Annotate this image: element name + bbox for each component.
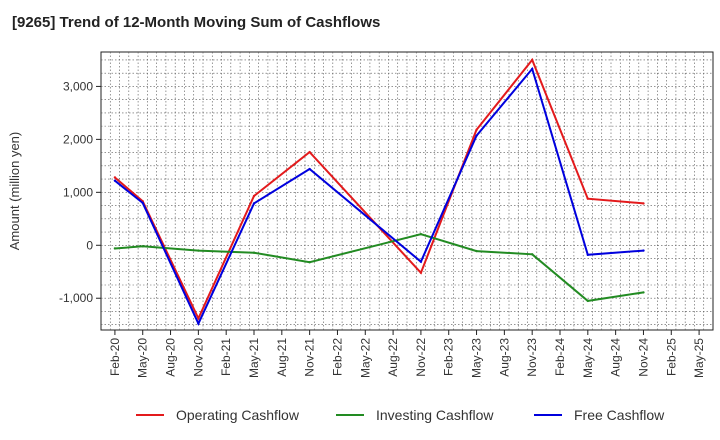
x-tick-label: May-20 bbox=[136, 338, 150, 378]
free-cashflow-line bbox=[114, 66, 644, 326]
operating-cashflow-point bbox=[475, 128, 478, 132]
x-tick-label: May-21 bbox=[247, 338, 261, 378]
operating-cashflow-point bbox=[197, 317, 200, 320]
x-tick-label: Nov-24 bbox=[636, 338, 650, 377]
investing-cashflow-point bbox=[530, 253, 534, 256]
x-tick-label: Aug-22 bbox=[386, 338, 400, 377]
legend-label: Free Cashflow bbox=[574, 407, 665, 423]
legend-item: Operating Cashflow bbox=[136, 404, 299, 426]
y-tick-label: 2,000 bbox=[63, 132, 93, 146]
free-cashflow-point bbox=[530, 67, 534, 71]
investing-cashflow-point bbox=[197, 249, 200, 252]
free-cashflow-point bbox=[252, 202, 256, 205]
x-tick-label: Feb-20 bbox=[108, 338, 122, 376]
plot-area bbox=[100, 51, 714, 331]
chart-title: [9265] Trend of 12-Month Moving Sum of C… bbox=[12, 14, 381, 31]
operating-cashflow-point bbox=[586, 197, 590, 200]
operating-cashflow-point bbox=[113, 176, 117, 179]
free-cashflow-point bbox=[642, 249, 645, 252]
legend-label: Investing Cashflow bbox=[376, 407, 494, 423]
legend-item: Free Cashflow bbox=[534, 404, 664, 426]
investing-cashflow-line bbox=[114, 233, 644, 302]
investing-cashflow-point bbox=[252, 251, 256, 254]
operating-cashflow-line bbox=[114, 57, 644, 321]
free-cashflow-point bbox=[419, 260, 423, 263]
legend-swatch bbox=[534, 414, 562, 416]
x-tick-label: May-25 bbox=[692, 338, 706, 378]
investing-cashflow-point bbox=[642, 291, 645, 294]
x-tick-label: Nov-23 bbox=[525, 338, 539, 377]
legend-swatch bbox=[336, 414, 364, 416]
y-tick-label: 3,000 bbox=[63, 79, 93, 93]
x-tick-label: Feb-21 bbox=[219, 338, 233, 376]
y-tick-label: 0 bbox=[86, 238, 93, 252]
x-tick-label: May-24 bbox=[581, 338, 595, 378]
investing-cashflow-point bbox=[141, 245, 144, 248]
y-tick-label: -1,000 bbox=[59, 291, 93, 305]
x-tick-label: Aug-23 bbox=[497, 338, 511, 377]
free-cashflow-point bbox=[308, 167, 311, 171]
investing-cashflow-point bbox=[475, 249, 478, 253]
legend-swatch bbox=[136, 414, 164, 416]
free-cashflow-point bbox=[586, 253, 590, 257]
y-tick-label: 1,000 bbox=[63, 185, 93, 199]
x-tick-label: May-22 bbox=[358, 338, 372, 378]
investing-cashflow-point bbox=[586, 299, 590, 303]
x-tick-label: Aug-21 bbox=[275, 338, 289, 377]
x-tick-label: Feb-23 bbox=[442, 338, 456, 376]
free-cashflow-point bbox=[197, 322, 200, 325]
operating-cashflow-point bbox=[530, 58, 534, 62]
legend: Operating Cashflow Investing Cashflow Free… bbox=[0, 404, 720, 426]
x-tick-label: Feb-24 bbox=[553, 338, 567, 376]
y-axis-label: Amount (million yen) bbox=[7, 132, 22, 251]
x-tick-label: Feb-25 bbox=[664, 338, 678, 376]
operating-cashflow-point bbox=[642, 202, 645, 205]
x-tick-label: May-23 bbox=[470, 338, 484, 378]
legend-item: Investing Cashflow bbox=[336, 404, 494, 426]
operating-cashflow-point bbox=[419, 271, 423, 275]
operating-cashflow-point bbox=[252, 194, 256, 198]
free-cashflow-point bbox=[141, 201, 144, 205]
investing-cashflow-point bbox=[419, 232, 423, 236]
free-cashflow-point bbox=[475, 134, 478, 137]
investing-cashflow-point bbox=[113, 247, 117, 250]
x-tick-label: Nov-21 bbox=[303, 338, 317, 377]
x-tick-label: Nov-22 bbox=[414, 338, 428, 377]
legend-label: Operating Cashflow bbox=[176, 407, 299, 423]
free-cashflow-point bbox=[113, 179, 117, 182]
x-tick-label: Aug-24 bbox=[609, 338, 623, 377]
investing-cashflow-point bbox=[308, 261, 311, 264]
x-tick-label: Aug-20 bbox=[164, 338, 178, 377]
operating-cashflow-point bbox=[308, 150, 311, 154]
x-tick-label: Nov-20 bbox=[191, 338, 205, 377]
x-tick-label: Feb-22 bbox=[330, 338, 344, 376]
